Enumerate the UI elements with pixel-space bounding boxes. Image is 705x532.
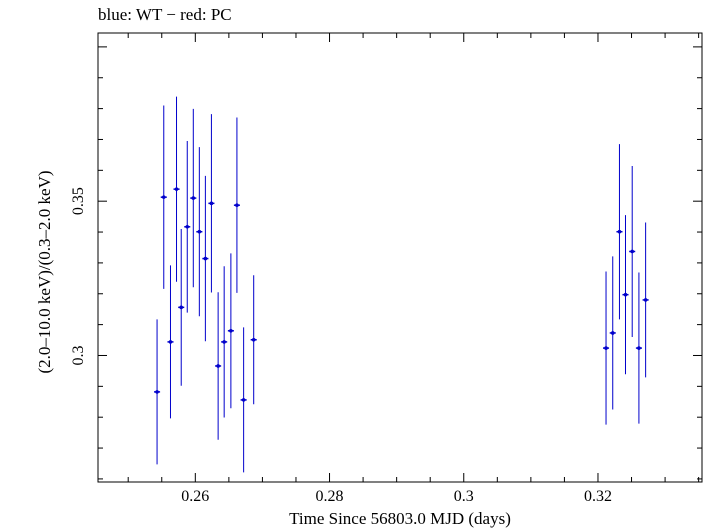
data-point	[643, 298, 648, 302]
chart-title: blue: WT − red: PC	[98, 5, 232, 24]
data-point	[222, 340, 226, 344]
x-tick-label: 0.32	[584, 488, 612, 505]
data-point	[197, 229, 202, 234]
data-point	[610, 331, 615, 335]
plot-frame	[97, 32, 703, 483]
data-point	[185, 224, 190, 229]
data-point	[179, 305, 184, 310]
data-point	[216, 364, 220, 368]
y-axis-label: (2.0–10.0 keV)/(0.3–2.0 keV)	[35, 170, 54, 374]
data-point	[241, 398, 246, 402]
data-point	[630, 249, 635, 254]
data-point	[174, 187, 179, 191]
x-axis-label: Time Since 56803.0 MJD (days)	[289, 509, 511, 528]
data-point	[155, 390, 159, 394]
data-point	[637, 346, 641, 350]
data-point	[191, 196, 196, 200]
y-tick-label: 0.3	[70, 345, 87, 365]
data-point	[209, 201, 214, 206]
data-point	[229, 328, 233, 333]
x-tick-label: 0.26	[181, 488, 209, 505]
data-point	[604, 346, 608, 350]
data-point	[161, 195, 166, 199]
x-tick-label: 0.3	[454, 488, 474, 505]
x-tick-label: 0.28	[316, 488, 344, 505]
data-point	[617, 229, 622, 234]
y-tick-label: 0.35	[70, 187, 87, 215]
data-point	[203, 256, 208, 261]
data-point	[235, 203, 239, 207]
data-point	[168, 340, 173, 344]
data-point	[251, 337, 256, 342]
data-point	[623, 292, 628, 297]
